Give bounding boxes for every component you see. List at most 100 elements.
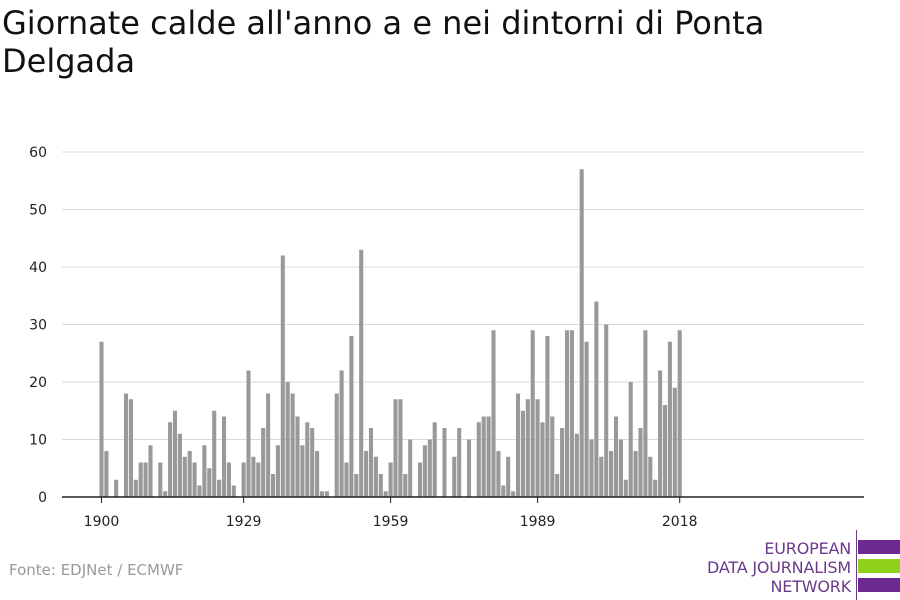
- bar: [168, 422, 173, 497]
- bar: [638, 428, 643, 497]
- bar: [99, 341, 104, 497]
- bar: [246, 370, 251, 497]
- bar: [270, 474, 276, 497]
- bar: [623, 479, 628, 497]
- bar: [197, 485, 202, 497]
- bar: [466, 439, 472, 497]
- bar: [231, 485, 236, 497]
- bar: [383, 491, 388, 497]
- logo-bar-purple-top: [858, 540, 900, 554]
- bar: [187, 451, 192, 497]
- bar: [114, 479, 119, 497]
- page-title: Giornate calde all'anno a e nei dintorni…: [2, 4, 765, 80]
- bar: [138, 462, 143, 497]
- bar: [442, 428, 447, 497]
- bar: [672, 387, 677, 497]
- bar: [192, 462, 197, 497]
- bar: [486, 416, 491, 497]
- bar: [658, 370, 663, 497]
- bar: [315, 451, 320, 497]
- bar: [628, 382, 633, 497]
- bar: [530, 330, 535, 497]
- bar: [300, 445, 305, 497]
- axes: 0 10 20 30 40 50 60 1900 1929 1959 1989 2018: [29, 145, 864, 530]
- bar: [143, 462, 148, 497]
- logo-bar-purple-bottom: [858, 578, 900, 592]
- x-tick-label: 1900: [84, 514, 120, 530]
- bar: [564, 330, 570, 497]
- bar: [613, 416, 619, 497]
- bar: [359, 249, 364, 497]
- bar: [148, 445, 153, 497]
- bar: [403, 474, 408, 497]
- bar: [491, 330, 496, 497]
- bar: [609, 451, 614, 497]
- bar: [251, 456, 256, 497]
- bar: [182, 456, 187, 497]
- y-tick-label: 50: [29, 203, 47, 219]
- bar: [589, 439, 594, 497]
- bar: [163, 491, 168, 497]
- bar: [584, 341, 589, 497]
- bar: [667, 341, 672, 497]
- logo-line-1: EUROPEAN: [764, 539, 851, 558]
- logo-line-3: NETWORK: [770, 577, 852, 596]
- bar: [364, 451, 369, 497]
- bar: [241, 462, 246, 497]
- bar: [368, 428, 374, 497]
- bar: [295, 416, 300, 497]
- bar: [525, 399, 530, 497]
- bar: [207, 468, 212, 497]
- bar: [481, 416, 486, 497]
- bar: [398, 399, 403, 497]
- bar: [221, 416, 227, 497]
- bar: [422, 445, 427, 497]
- bar: [550, 416, 555, 497]
- source-note: Fonte: EDJNet / ECMWF: [9, 561, 184, 579]
- bar: [535, 399, 540, 497]
- x-tick-label: 2018: [662, 514, 698, 530]
- bar: [261, 428, 266, 497]
- bar: [285, 382, 290, 497]
- bar: [256, 462, 261, 497]
- bar: [339, 370, 344, 497]
- x-tick-label: 1989: [520, 514, 556, 530]
- bar: [653, 479, 658, 497]
- bar: [574, 433, 579, 497]
- bar: [334, 393, 339, 497]
- bar: [123, 393, 129, 497]
- bar: [496, 451, 501, 497]
- bar: [594, 301, 599, 497]
- bar: [618, 439, 623, 497]
- bar: [604, 324, 609, 497]
- gridlines: [62, 151, 864, 440]
- bar: [569, 330, 574, 497]
- bar: [373, 456, 378, 497]
- bar: [275, 445, 280, 497]
- bar: [643, 330, 648, 497]
- bar: [128, 399, 133, 497]
- bar: [408, 439, 413, 497]
- bar: [452, 456, 457, 497]
- bar: [520, 410, 525, 497]
- bar: [540, 422, 545, 497]
- bars: [99, 169, 682, 497]
- bar: [432, 422, 437, 497]
- bar: [599, 456, 604, 497]
- bar: [319, 491, 325, 497]
- bar: [305, 422, 310, 497]
- bar: [457, 428, 462, 497]
- y-tick-label: 60: [29, 145, 47, 161]
- logo-bar-green: [858, 559, 900, 573]
- bar: [226, 462, 231, 497]
- x-tick-label: 1959: [373, 514, 409, 530]
- bar: [217, 479, 222, 497]
- bar: [417, 462, 423, 497]
- bar: [515, 393, 521, 497]
- bar: [579, 169, 584, 497]
- bar: [648, 456, 653, 497]
- bar: [633, 451, 638, 497]
- bar: [212, 410, 217, 497]
- bar: [388, 462, 393, 497]
- bar: [344, 462, 349, 497]
